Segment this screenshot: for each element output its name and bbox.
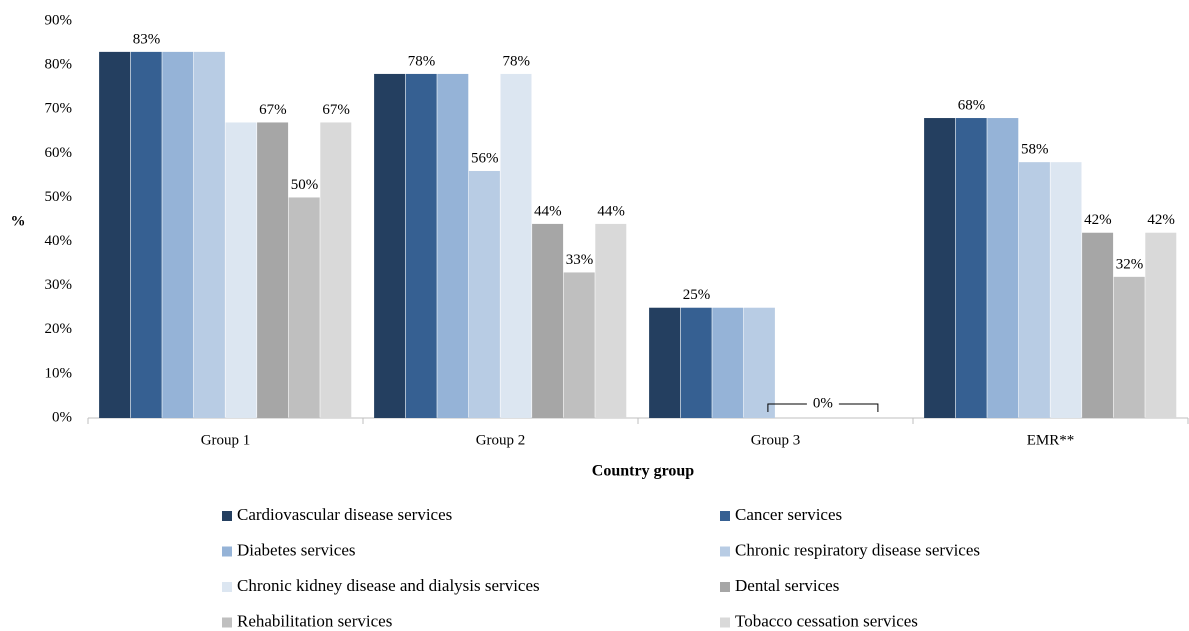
bar [162, 51, 194, 418]
data-label: 32% [1116, 256, 1144, 272]
legend-swatch [222, 546, 232, 557]
data-label: 42% [1147, 212, 1175, 228]
x-axis-title: Country group [592, 463, 694, 480]
bar [468, 170, 500, 418]
y-tick-label: 90% [45, 12, 73, 28]
bar [680, 307, 712, 418]
bar [595, 223, 627, 418]
data-label: 44% [597, 203, 625, 219]
y-tick-label: 30% [45, 277, 73, 293]
bar [1145, 232, 1177, 418]
bar [532, 223, 564, 418]
legend-label: Rehabilitation services [237, 611, 392, 630]
bar [563, 272, 595, 418]
bar [193, 51, 225, 418]
x-tick-label: EMR** [1027, 432, 1075, 448]
bar [500, 73, 532, 418]
legend-label: Cancer services [735, 505, 842, 524]
legend-swatch [720, 546, 730, 557]
bar [374, 73, 406, 418]
y-tick-label: 70% [45, 101, 73, 117]
bar [955, 118, 987, 419]
legend-label: Chronic respiratory disease services [735, 540, 980, 559]
legend-swatch [720, 511, 730, 521]
bar [743, 307, 775, 418]
bar [288, 197, 320, 418]
legend-label: Tobacco cessation services [735, 611, 918, 630]
legend-swatch [222, 582, 232, 592]
data-label: 50% [291, 177, 319, 193]
legend-label: Chronic kidney disease and dialysis serv… [237, 576, 540, 595]
data-label: 0% [813, 395, 833, 411]
y-tick-label: 20% [45, 321, 73, 337]
y-tick-label: 80% [45, 57, 73, 73]
legend-swatch [720, 617, 730, 628]
bar [99, 51, 131, 418]
bar [712, 307, 744, 418]
bar [1018, 162, 1050, 418]
legend-label: Diabetes services [237, 540, 355, 559]
y-tick-label: 60% [45, 145, 73, 161]
y-axis-title: % [11, 213, 26, 229]
data-label: 67% [259, 102, 287, 118]
bar [1050, 162, 1082, 418]
bar [257, 122, 289, 418]
data-label: 67% [322, 102, 350, 118]
data-label: 78% [503, 53, 531, 69]
label-bracket [767, 403, 879, 412]
bar [130, 51, 162, 418]
bar [1113, 276, 1145, 418]
data-label: 58% [1021, 142, 1049, 158]
legend-label: Cardiovascular disease services [237, 505, 452, 524]
legend-label: Dental services [735, 576, 839, 595]
data-label: 25% [683, 287, 711, 303]
data-label: 78% [408, 53, 436, 69]
y-tick-label: 40% [45, 233, 73, 249]
data-label: 68% [958, 97, 986, 113]
bar [987, 118, 1019, 419]
x-tick-label: Group 2 [476, 432, 526, 448]
bar [320, 122, 352, 418]
y-tick-label: 0% [52, 409, 72, 425]
data-label: 56% [471, 150, 499, 166]
legend-swatch [222, 617, 232, 628]
y-tick-label: 10% [45, 365, 73, 381]
bar [405, 73, 437, 418]
data-label: 83% [133, 31, 161, 47]
x-tick-label: Group 3 [751, 432, 801, 448]
bar [924, 118, 956, 419]
y-tick-label: 50% [45, 189, 73, 205]
x-tick-label: Group 1 [201, 432, 251, 448]
data-label: 42% [1084, 212, 1112, 228]
legend-swatch [222, 511, 232, 521]
data-label: 33% [566, 252, 594, 268]
bar [437, 73, 469, 418]
bar [649, 307, 681, 418]
data-label: 44% [534, 203, 562, 219]
bar [1082, 232, 1114, 418]
legend-swatch [720, 582, 730, 592]
bar [225, 122, 257, 418]
